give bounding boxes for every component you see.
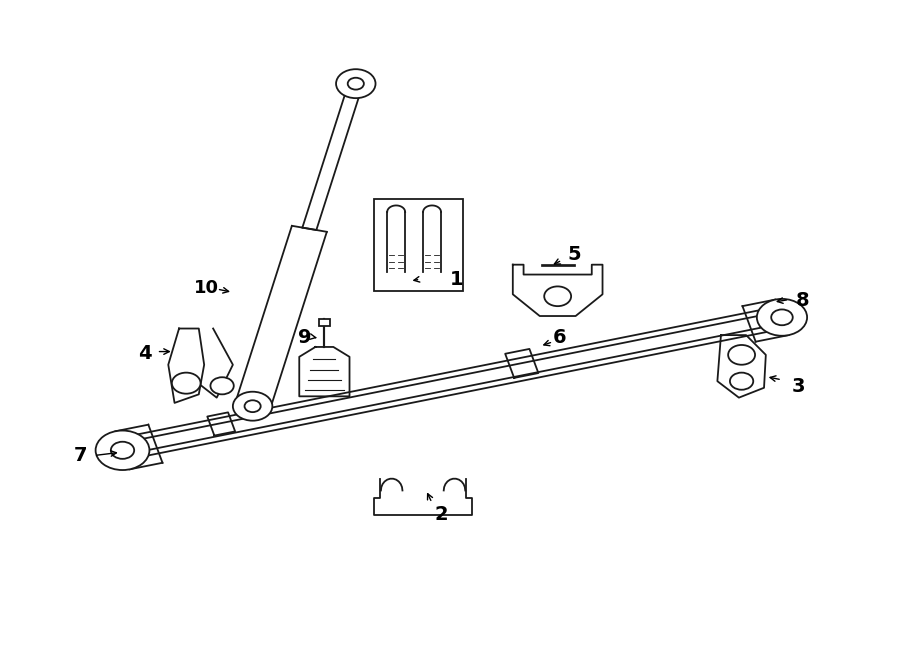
Text: 4: 4 (138, 344, 152, 363)
Text: 2: 2 (434, 505, 448, 524)
Text: 5: 5 (567, 245, 580, 264)
Circle shape (544, 286, 572, 306)
Circle shape (730, 373, 753, 390)
Text: 3: 3 (791, 377, 805, 396)
Circle shape (233, 392, 273, 420)
Text: 1: 1 (449, 270, 464, 289)
Text: 7: 7 (74, 446, 87, 465)
Circle shape (111, 442, 134, 459)
Circle shape (172, 373, 201, 394)
Text: 10: 10 (194, 279, 219, 297)
Text: 9: 9 (298, 328, 311, 346)
Circle shape (771, 309, 793, 325)
Circle shape (336, 69, 375, 98)
Circle shape (245, 401, 261, 412)
Text: 8: 8 (796, 292, 809, 311)
Circle shape (211, 377, 234, 395)
Circle shape (728, 345, 755, 365)
Bar (374, 199, 464, 291)
Circle shape (757, 299, 807, 336)
Circle shape (95, 430, 149, 470)
Circle shape (347, 78, 364, 90)
Bar (319, 319, 329, 326)
Text: 6: 6 (553, 328, 566, 346)
